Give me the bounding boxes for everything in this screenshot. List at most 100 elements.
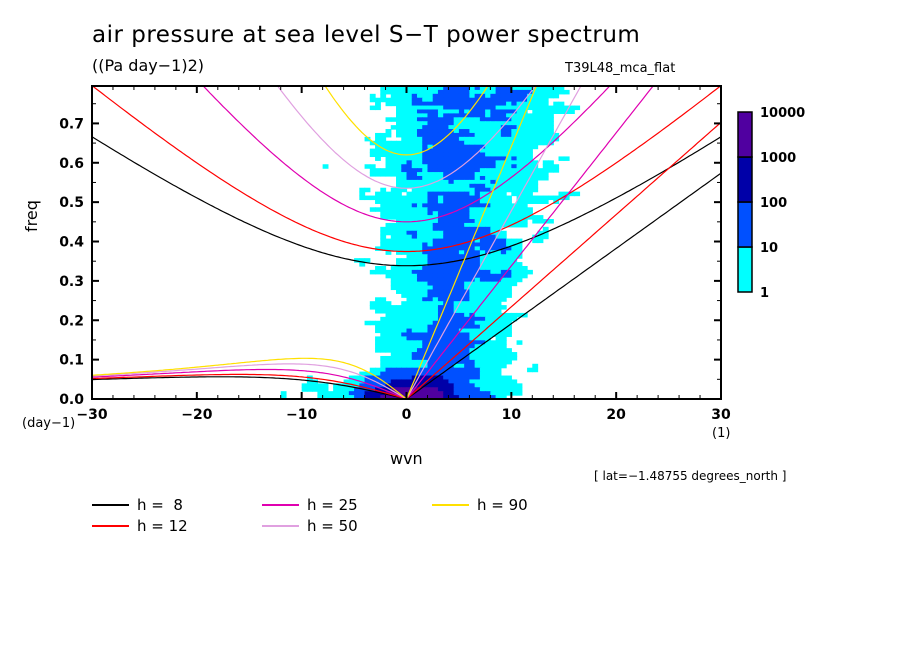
spectrum-cell xyxy=(443,293,450,298)
spectrum-cell xyxy=(437,387,444,392)
spectrum-cell xyxy=(464,222,470,228)
dispersion-curves xyxy=(92,86,721,399)
spectrum-cell xyxy=(506,175,512,181)
spectrum-cell xyxy=(474,175,481,181)
spectrum-cell xyxy=(396,172,402,177)
spectrum-cell xyxy=(511,281,518,287)
spectrum-cell xyxy=(500,187,507,193)
spectrum-cell xyxy=(469,226,476,232)
spectrum-cell xyxy=(479,301,486,306)
spectrum-cell xyxy=(474,312,481,318)
spectrum-cell xyxy=(390,355,397,361)
spectrum-cell xyxy=(458,281,465,287)
spectrum-cell xyxy=(427,320,434,326)
spectrum-cell xyxy=(490,312,497,318)
spectrum-cell xyxy=(474,109,481,114)
spectrum-cell xyxy=(422,97,429,103)
spectrum-cell xyxy=(416,352,423,357)
spectrum-cell xyxy=(432,391,439,396)
spectrum-cell xyxy=(432,246,439,251)
spectrum-cell xyxy=(427,129,434,134)
spectrum-cell xyxy=(443,395,450,400)
spectrum-cell xyxy=(490,172,497,177)
spectrum-cell xyxy=(411,164,418,169)
dispersion-curve-h12 xyxy=(92,86,721,253)
spectrum-cell xyxy=(448,320,455,326)
spectrum-cell xyxy=(432,215,439,220)
spectrum-cell xyxy=(532,132,539,138)
spectrum-cell xyxy=(474,89,481,95)
spectrum-cell xyxy=(448,352,455,357)
spectrum-cell xyxy=(506,375,512,381)
spectrum-cell xyxy=(354,395,360,400)
spectrum-cell xyxy=(469,144,476,150)
spectrum-cell xyxy=(464,363,470,369)
spectrum-cell xyxy=(401,340,408,345)
spectrum-cell xyxy=(375,265,381,271)
spectrum-cell xyxy=(516,187,523,193)
spectrum-cell xyxy=(396,199,402,204)
spectrum-cell xyxy=(385,332,392,337)
x-tick-label: 30 xyxy=(711,407,731,423)
spectrum-cell xyxy=(485,254,491,259)
spectrum-cell xyxy=(500,207,507,212)
spectrum-cell xyxy=(348,387,355,392)
spectrum-cell xyxy=(396,352,402,357)
spectrum-cell xyxy=(537,234,544,240)
spectrum-cell xyxy=(427,215,434,220)
spectrum-cell xyxy=(406,175,413,181)
spectrum-cell xyxy=(511,355,518,361)
spectrum-cell xyxy=(427,352,434,357)
spectrum-cell xyxy=(411,320,418,326)
spectrum-cell xyxy=(422,172,429,177)
spectrum-cell xyxy=(380,367,387,373)
spectrum-cell xyxy=(485,242,491,248)
spectrum-cell xyxy=(390,222,397,228)
spectrum-cell xyxy=(485,183,491,189)
spectrum-cell xyxy=(500,316,507,322)
spectrum-cell xyxy=(500,312,507,318)
spectrum-cell xyxy=(558,156,565,161)
spectrum-cell xyxy=(427,312,434,318)
spectrum-cell xyxy=(443,172,450,177)
spectrum-cell xyxy=(500,293,507,298)
spectrum-cell xyxy=(390,379,397,384)
spectrum-cell xyxy=(474,187,481,193)
spectrum-cell xyxy=(380,359,387,365)
spectrum-cell xyxy=(443,156,450,161)
spectrum-cell xyxy=(443,160,450,165)
spectrum-cell xyxy=(443,328,450,334)
spectrum-cell xyxy=(516,93,523,99)
spectrum-cell xyxy=(390,191,397,197)
spectrum-cell xyxy=(485,195,491,201)
spectrum-cell xyxy=(432,164,439,169)
spectrum-cell xyxy=(495,86,502,91)
spectrum-cell xyxy=(500,136,507,142)
spectrum-cell xyxy=(369,105,376,111)
spectrum-cell xyxy=(333,391,339,396)
spectrum-cell xyxy=(490,375,497,381)
spectrum-cell xyxy=(390,172,397,177)
spectrum-cell xyxy=(453,117,460,122)
spectrum-cell xyxy=(469,156,476,161)
spectrum-cell xyxy=(448,305,455,310)
spectrum-cell xyxy=(396,269,402,275)
spectrum-cell xyxy=(506,312,512,318)
spectrum-cell xyxy=(458,238,465,244)
spectrum-cell xyxy=(437,348,444,353)
spectrum-cell xyxy=(406,164,413,169)
dispersion-curve-h25 xyxy=(406,86,654,399)
spectrum-cell xyxy=(406,312,413,318)
spectrum-cell xyxy=(464,359,470,365)
spectrum-cell xyxy=(469,269,476,275)
spectrum-cell xyxy=(416,222,423,228)
spectrum-cell xyxy=(521,109,528,114)
spectrum-cell xyxy=(390,242,397,248)
spectrum-cell xyxy=(506,199,512,204)
spectrum-cell xyxy=(422,289,429,294)
spectrum-cell xyxy=(532,195,539,201)
spectrum-cell xyxy=(448,172,455,177)
spectrum-cell xyxy=(327,395,334,400)
spectrum-cell xyxy=(495,285,502,291)
spectrum-cell xyxy=(469,175,476,181)
